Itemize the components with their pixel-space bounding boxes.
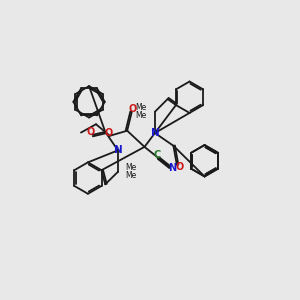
Text: O: O (86, 127, 94, 137)
Text: N: N (114, 145, 122, 155)
Text: Me: Me (125, 172, 136, 181)
Text: Me: Me (125, 163, 136, 172)
Text: O: O (105, 128, 113, 138)
Text: N: N (151, 128, 159, 138)
Text: O: O (176, 162, 184, 172)
Text: O: O (128, 103, 136, 113)
Text: C: C (154, 150, 161, 160)
Text: N: N (168, 164, 176, 173)
Text: Me: Me (136, 103, 147, 112)
Text: Me: Me (136, 111, 147, 120)
